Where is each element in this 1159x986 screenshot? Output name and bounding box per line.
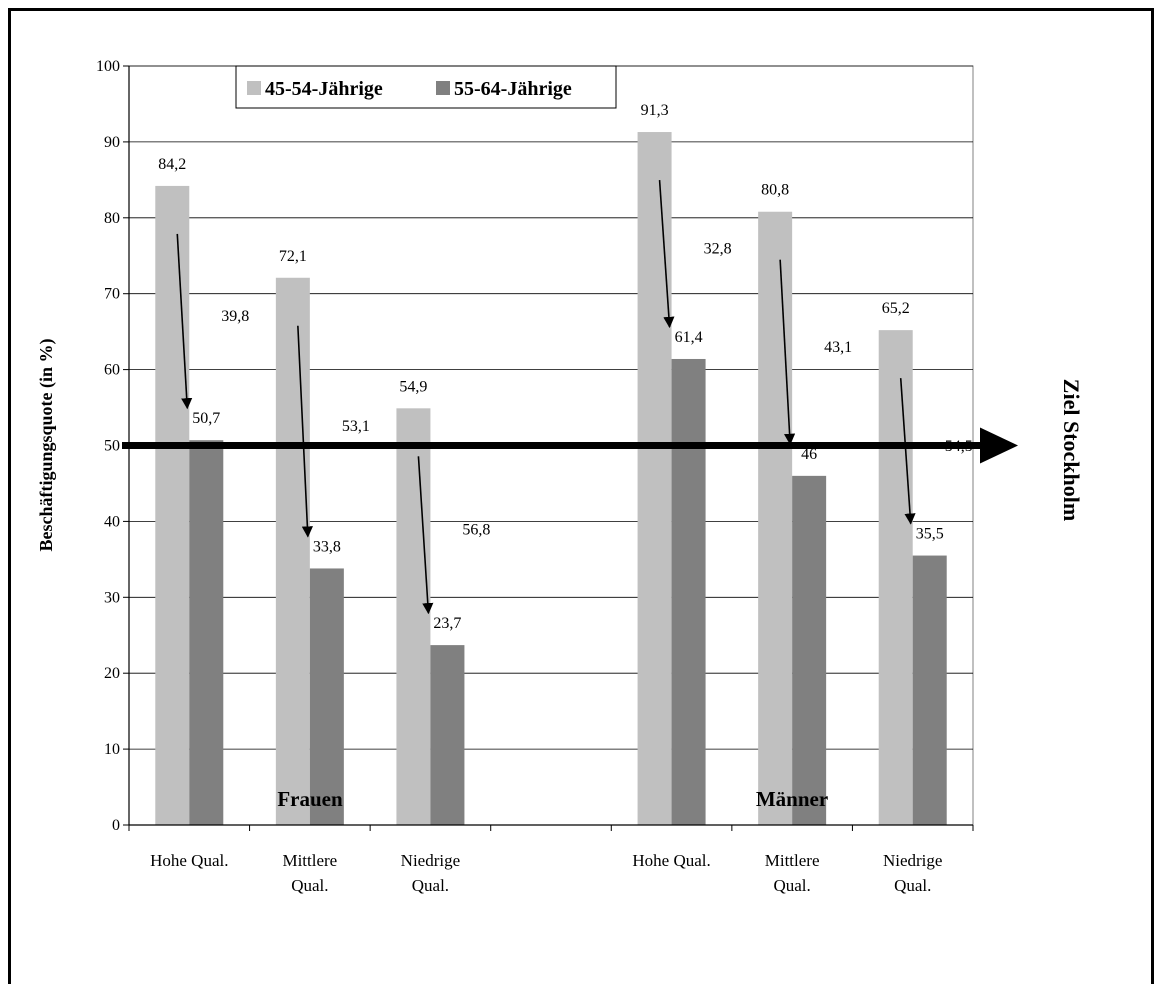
value-label-55-64: 23,7 bbox=[433, 615, 461, 632]
x-tick-label: Hohe Qual. bbox=[632, 851, 710, 870]
bar-45-54 bbox=[396, 408, 431, 825]
y-tick-label: 10 bbox=[104, 741, 120, 758]
x-tick-label: Qual. bbox=[412, 876, 449, 895]
decline-label: 56,8 bbox=[462, 522, 490, 539]
y-tick-label: 90 bbox=[104, 134, 120, 151]
x-tick-label: Niedrige bbox=[883, 851, 942, 870]
legend-label-2: 55-64-Jährige bbox=[454, 78, 572, 100]
bar-55-64 bbox=[189, 440, 224, 825]
decline-label: 53,1 bbox=[342, 418, 370, 435]
value-label-55-64: 50,7 bbox=[192, 410, 220, 427]
target-line bbox=[122, 427, 1018, 464]
value-label-55-64: 46 bbox=[801, 446, 817, 463]
decline-label: 43,1 bbox=[824, 339, 852, 356]
value-label-45-54: 54,9 bbox=[399, 378, 427, 395]
x-tick-label: Qual. bbox=[291, 876, 328, 895]
y-tick-label: 0 bbox=[112, 817, 120, 834]
decline-arrows bbox=[176, 179, 916, 615]
x-tick-label: Mittlere bbox=[282, 851, 337, 870]
group-label-frauen: Frauen bbox=[277, 787, 343, 811]
bar-45-54 bbox=[275, 277, 310, 825]
target-arrowhead bbox=[980, 427, 1018, 464]
chart-frame bbox=[8, 8, 1154, 984]
bar-55-64 bbox=[430, 645, 465, 825]
decline-label: 39,8 bbox=[221, 308, 249, 325]
x-tick-label: Qual. bbox=[894, 876, 931, 895]
x-tick-label: Qual. bbox=[773, 876, 810, 895]
value-label-55-64: 33,8 bbox=[313, 538, 341, 555]
y-tick-label: 50 bbox=[104, 438, 120, 455]
decline-label: 32,8 bbox=[704, 241, 732, 258]
bar-55-64 bbox=[792, 475, 827, 825]
bar-45-54 bbox=[758, 211, 793, 825]
value-label-45-54: 72,1 bbox=[279, 248, 307, 265]
decline-arrow bbox=[176, 233, 193, 410]
legend-label-1: 45-54-Jährige bbox=[265, 78, 383, 100]
group-label-maenner: Männer bbox=[756, 787, 828, 811]
data-labels: 84,2 50,7 39,8 72,1 33,8 53,1 54,9 23,7 56,8 91,3… bbox=[158, 102, 972, 632]
value-label-45-54: 84,2 bbox=[158, 156, 186, 173]
value-label-55-64: 35,5 bbox=[916, 526, 944, 543]
legend-swatch-2 bbox=[436, 81, 450, 95]
bars bbox=[155, 132, 947, 825]
y-tick-label: 100 bbox=[96, 58, 120, 75]
value-label-45-54: 65,2 bbox=[882, 300, 910, 317]
y-tick-label: 70 bbox=[104, 286, 120, 303]
decline-arrow bbox=[779, 259, 796, 445]
value-label-45-54: 80,8 bbox=[761, 182, 789, 199]
y-axis-label: Beschäftigungsquote (in %) bbox=[36, 338, 57, 551]
decline-arrow bbox=[297, 325, 313, 538]
bar-55-64 bbox=[671, 358, 706, 825]
decline-arrow bbox=[899, 378, 916, 525]
legend-swatch-1 bbox=[247, 81, 261, 95]
value-label-55-64: 61,4 bbox=[675, 329, 703, 346]
bar-45-54 bbox=[878, 330, 913, 825]
y-tick-label: 40 bbox=[104, 513, 120, 530]
legend: 45-54-Jährige 55-64-Jährige bbox=[235, 65, 617, 109]
x-tick-label: Mittlere bbox=[765, 851, 820, 870]
value-label-45-54: 91,3 bbox=[641, 102, 669, 119]
x-tick-label: Hohe Qual. bbox=[150, 851, 228, 870]
decline-arrow bbox=[658, 179, 675, 329]
y-tick-label: 60 bbox=[104, 362, 120, 379]
axes: 0 10 20 30 40 50 60 70 80 90 100 Hohe Qual. Mittlere… bbox=[96, 58, 974, 895]
y-tick-label: 20 bbox=[104, 665, 120, 682]
bar-55-64 bbox=[912, 555, 947, 825]
bar-45-54 bbox=[155, 185, 190, 825]
x-tick-label: Niedrige bbox=[401, 851, 460, 870]
bar-55-64 bbox=[309, 568, 344, 825]
target-label: Ziel Stockholm bbox=[1059, 379, 1084, 521]
y-tick-label: 30 bbox=[104, 589, 120, 606]
y-tick-label: 80 bbox=[104, 210, 120, 227]
decline-arrow bbox=[417, 456, 434, 615]
bar-45-54 bbox=[637, 132, 672, 825]
